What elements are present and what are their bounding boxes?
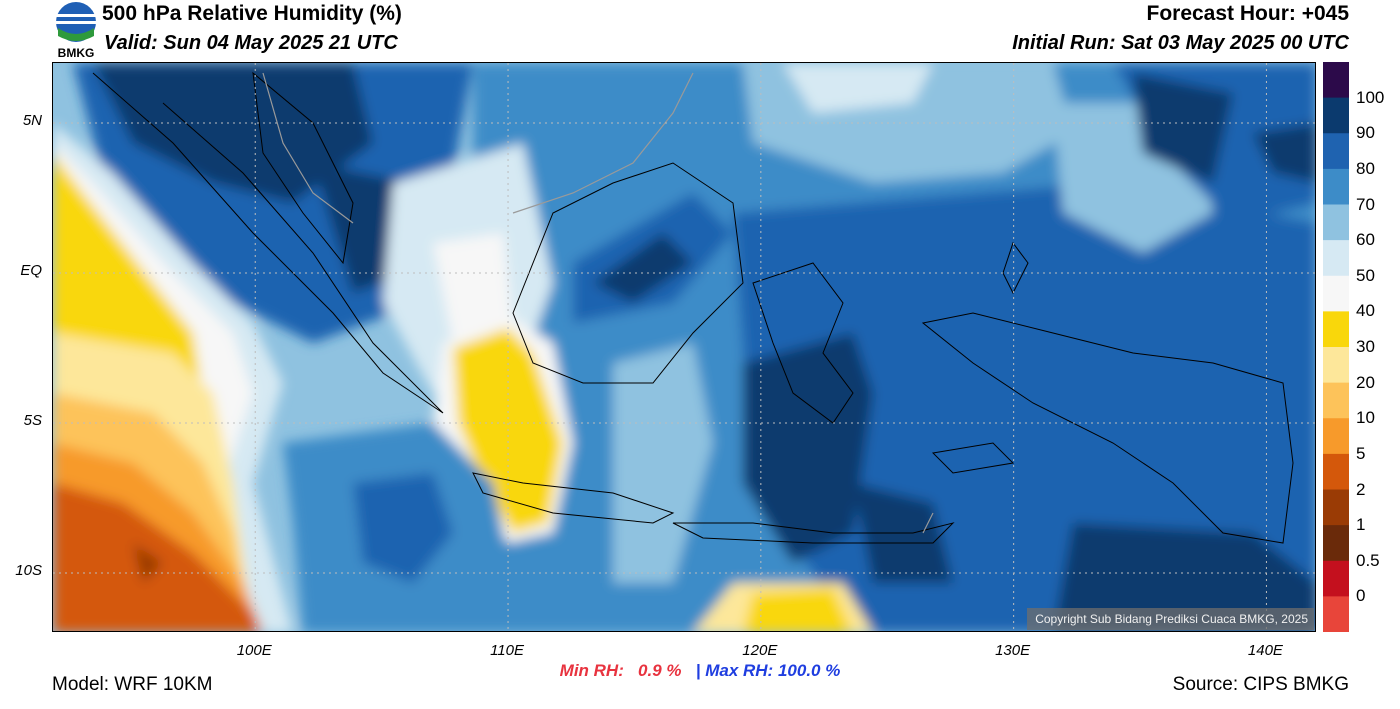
source-label: Source: CIPS BMKG [1172, 674, 1349, 695]
colorbar-segment [1323, 97, 1349, 134]
colorbar-segment [1323, 525, 1349, 562]
colorbar-label: 2 [1356, 479, 1366, 499]
colorbar-label: 40 [1356, 301, 1375, 321]
colorbar-label: 1 [1356, 515, 1366, 535]
min-rh-label: Min RH: [559, 661, 624, 680]
copyright-notice: Copyright Sub Bidang Prediksi Cuaca BMKG… [1027, 608, 1314, 630]
colorbar-label: 0 [1356, 586, 1366, 606]
colorbar [1323, 62, 1349, 632]
colorbar-label: 10 [1356, 408, 1375, 428]
colorbar-segment [1323, 418, 1349, 455]
colorbar-segment [1323, 133, 1349, 170]
colorbar-label: 20 [1356, 372, 1375, 392]
colorbar-segment [1323, 204, 1349, 241]
initial-run: Initial Run: Sat 03 May 2025 00 UTC [1012, 32, 1349, 54]
colorbar-segment [1323, 382, 1349, 419]
colorbar-segment [1323, 596, 1349, 632]
colorbar-segment [1323, 347, 1349, 384]
colorbar-label: 80 [1356, 158, 1375, 178]
min-rh-value: 0.9 % [638, 661, 682, 680]
map-field [53, 63, 1315, 631]
max-rh-label: Max RH: [705, 661, 774, 680]
lon-tick-label: 140E [1247, 642, 1283, 659]
colorbar-label: 0.5 [1356, 550, 1380, 570]
lon-tick-label: 110E [490, 642, 524, 659]
colorbar-label: 100 [1356, 87, 1385, 107]
colorbar-label: 5 [1356, 443, 1366, 463]
separator: | [695, 661, 701, 680]
colorbar-label: 30 [1356, 337, 1375, 356]
bmkg-logo: BMKG [52, 2, 100, 60]
colorbar-label: 90 [1356, 123, 1375, 143]
colorbar-label: 70 [1356, 194, 1375, 214]
rh-extremes: Min RH: 0.9 % | Max RH: 100.0 % [0, 661, 1400, 681]
lat-tick-label: 10S [15, 562, 42, 579]
colorbar-segment [1323, 62, 1349, 99]
colorbar-segment [1323, 560, 1349, 597]
colorbar-segment [1323, 453, 1349, 490]
lon-tick-label: 100E [236, 642, 272, 659]
colorbar-segment [1323, 311, 1349, 348]
colorbar-label: 50 [1356, 265, 1375, 285]
colorbar-segment [1323, 168, 1349, 205]
lat-tick-label: 5S [23, 412, 42, 429]
colorbar-segment [1323, 275, 1349, 312]
model-label: Model: WRF 10KM [52, 674, 213, 695]
humidity-map [52, 62, 1316, 632]
lon-tick-label: 130E [995, 642, 1031, 659]
lat-tick-label: 5N [22, 112, 42, 129]
max-rh-value: 100.0 % [777, 661, 841, 680]
valid-time: Valid: Sun 04 May 2025 21 UTC [104, 32, 398, 54]
lon-tick-label: 120E [742, 642, 778, 659]
colorbar-segment [1323, 240, 1349, 277]
colorbar-segment [1323, 489, 1349, 526]
lat-tick-label: EQ [20, 262, 42, 279]
svg-text:BMKG: BMKG [58, 46, 95, 60]
map-gridlines [53, 63, 1315, 631]
chart-title: 500 hPa Relative Humidity (%) [102, 2, 402, 25]
colorbar-label: 60 [1356, 230, 1375, 250]
forecast-hour: Forecast Hour: +045 [1146, 2, 1350, 25]
